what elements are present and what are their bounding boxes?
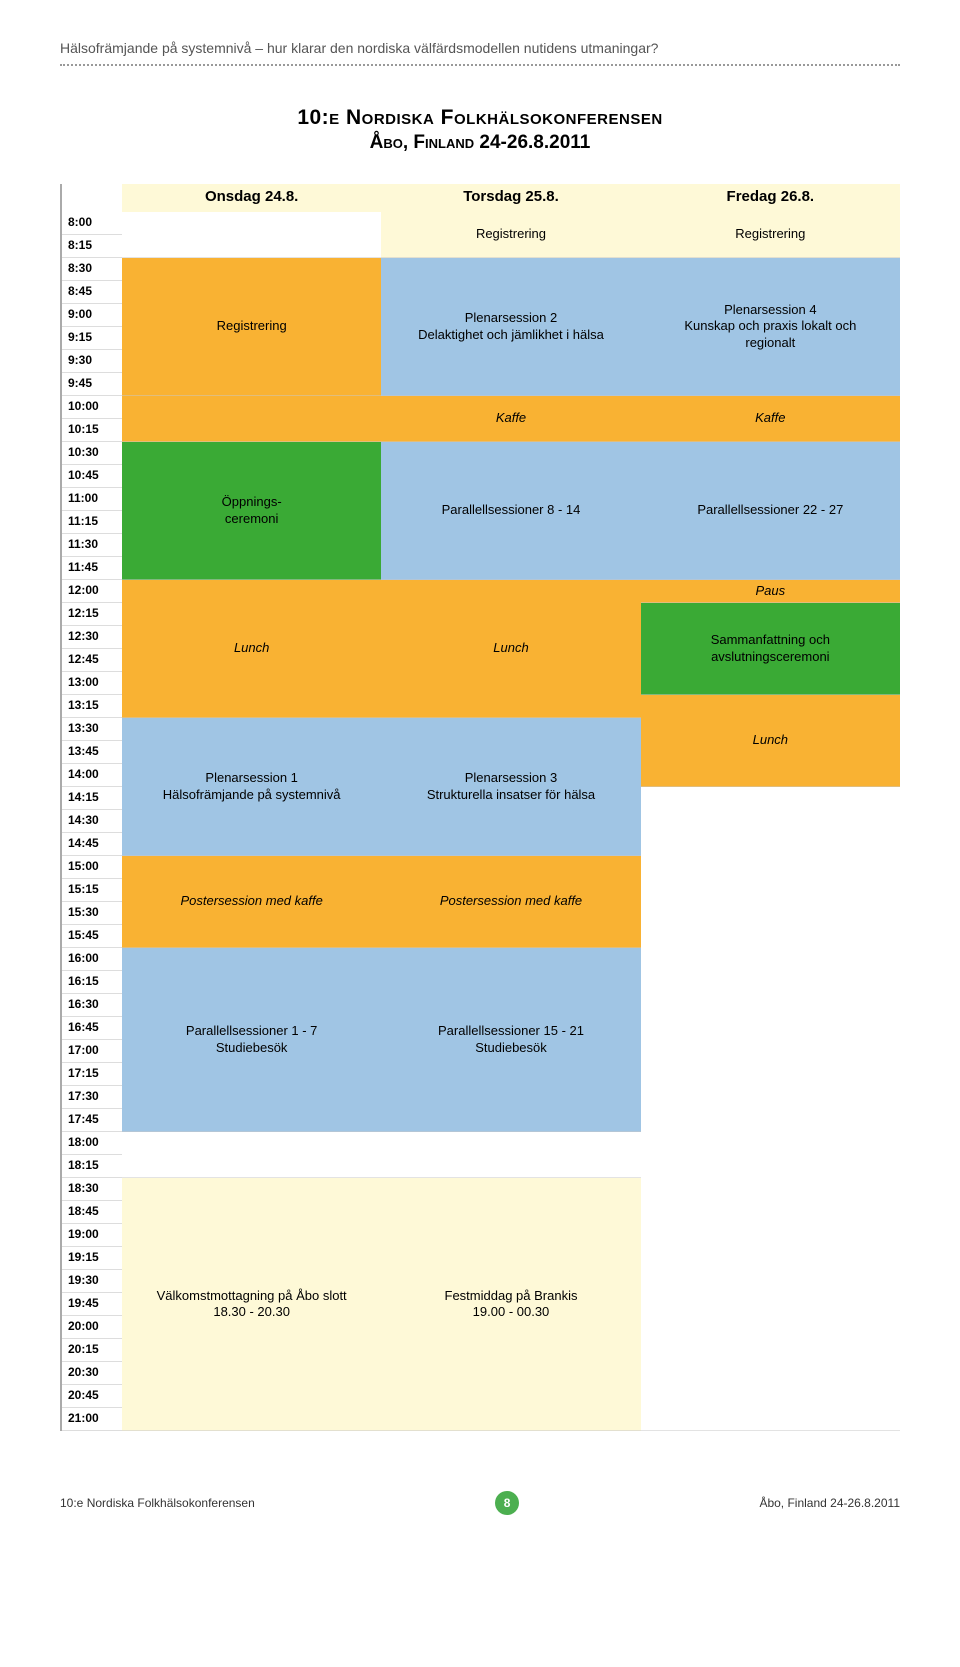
time-column: 8:008:158:308:459:009:159:309:4510:0010:… [62, 184, 122, 1431]
time-label: 18:15 [62, 1155, 122, 1178]
day-col-fri: Fredag 26.8. RegistreringPlenarsession 4… [641, 184, 900, 1431]
day-col-thu: Torsdag 25.8. RegistreringPlenarsession … [381, 184, 640, 1431]
time-label: 13:30 [62, 718, 122, 741]
time-label: 18:45 [62, 1201, 122, 1224]
time-label: 16:30 [62, 994, 122, 1017]
time-label: 17:15 [62, 1063, 122, 1086]
time-label: 8:00 [62, 212, 122, 235]
time-label: 15:00 [62, 856, 122, 879]
time-label: 11:30 [62, 534, 122, 557]
time-label: 9:30 [62, 350, 122, 373]
time-label: 10:45 [62, 465, 122, 488]
time-label: 17:30 [62, 1086, 122, 1109]
time-label: 14:00 [62, 764, 122, 787]
time-label: 18:30 [62, 1178, 122, 1201]
schedule-slot: Kaffe [381, 396, 640, 442]
day-header-thu: Torsdag 25.8. [381, 184, 640, 212]
schedule-slot: Lunch [122, 580, 381, 718]
time-label: 13:45 [62, 741, 122, 764]
schedule-slot: Paus [641, 580, 900, 603]
day-header-fri: Fredag 26.8. [641, 184, 900, 212]
schedule-slot: Festmiddag på Brankis19.00 - 00.30 [381, 1178, 640, 1431]
time-label: 14:45 [62, 833, 122, 856]
time-label: 12:45 [62, 649, 122, 672]
time-label: 19:30 [62, 1270, 122, 1293]
schedule-slot: Välkomstmottagning på Åbo slott18.30 - 2… [122, 1178, 381, 1431]
time-label: 15:15 [62, 879, 122, 902]
schedule-table: 8:008:158:308:459:009:159:309:4510:0010:… [60, 184, 900, 1431]
page-footer: 10:e Nordiska Folkhälsokonferensen 8 Åbo… [60, 1491, 900, 1515]
schedule-slot: Registrering [641, 212, 900, 258]
time-label: 9:00 [62, 304, 122, 327]
time-label: 19:45 [62, 1293, 122, 1316]
schedule-slot: Lunch [381, 580, 640, 718]
time-label: 20:30 [62, 1362, 122, 1385]
schedule-slot: Parallellsessioner 15 - 21Studiebesök [381, 948, 640, 1132]
time-label: 20:15 [62, 1339, 122, 1362]
time-label: 20:45 [62, 1385, 122, 1408]
schedule-slot: Plenarsession 1Hälsofrämjande på systemn… [122, 718, 381, 856]
page-number: 8 [495, 1491, 519, 1515]
time-label: 10:15 [62, 419, 122, 442]
schedule-slot [122, 396, 381, 442]
day-col-wed: Onsdag 24.8. Registrering Öppnings-ceremo… [122, 184, 381, 1431]
schedule-slot [641, 787, 900, 1431]
time-label: 19:15 [62, 1247, 122, 1270]
time-label: 8:30 [62, 258, 122, 281]
time-label: 12:15 [62, 603, 122, 626]
schedule-slot: Postersession med kaffe [381, 856, 640, 948]
schedule-slot: Plenarsession 2Delaktighet och jämlikhet… [381, 258, 640, 396]
time-label: 13:00 [62, 672, 122, 695]
time-label: 8:15 [62, 235, 122, 258]
schedule-slot: Öppnings-ceremoni [122, 442, 381, 580]
time-label: 14:15 [62, 787, 122, 810]
schedule-slot: Sammanfattning ochavslutningsceremoni [641, 603, 900, 695]
time-label: 17:00 [62, 1040, 122, 1063]
day-header-wed: Onsdag 24.8. [122, 184, 381, 212]
schedule-slot: Lunch [641, 695, 900, 787]
footer-right: Åbo, Finland 24-26.8.2011 [759, 1496, 900, 1510]
schedule-slot: Plenarsession 4Kunskap och praxis lokalt… [641, 258, 900, 396]
time-label: 12:30 [62, 626, 122, 649]
time-label: 16:00 [62, 948, 122, 971]
time-label: 19:00 [62, 1224, 122, 1247]
time-label: 10:00 [62, 396, 122, 419]
time-label: 10:30 [62, 442, 122, 465]
time-label: 12:00 [62, 580, 122, 603]
time-label: 13:15 [62, 695, 122, 718]
schedule-slot [122, 1132, 381, 1178]
time-label: 17:45 [62, 1109, 122, 1132]
time-label: 8:45 [62, 281, 122, 304]
page-header: Hälsofrämjande på systemnivå – hur klara… [60, 40, 900, 66]
schedule-slot: Registrering [122, 258, 381, 396]
schedule-slot: Parallellsessioner 8 - 14 [381, 442, 640, 580]
schedule-slot: Parallellsessioner 1 - 7Studiebesök [122, 948, 381, 1132]
schedule-slot [122, 212, 381, 258]
schedule-slot: Parallellsessioner 22 - 27 [641, 442, 900, 580]
time-label: 11:15 [62, 511, 122, 534]
time-label: 9:45 [62, 373, 122, 396]
schedule-slot: Plenarsession 3Strukturella insatser för… [381, 718, 640, 856]
time-label: 20:00 [62, 1316, 122, 1339]
time-label: 11:45 [62, 557, 122, 580]
time-label: 18:00 [62, 1132, 122, 1155]
time-label: 11:00 [62, 488, 122, 511]
time-label: 15:45 [62, 925, 122, 948]
time-label: 9:15 [62, 327, 122, 350]
time-label: 21:00 [62, 1408, 122, 1431]
time-label: 14:30 [62, 810, 122, 833]
time-label: 15:30 [62, 902, 122, 925]
conference-subtitle: Åbo, Finland 24-26.8.2011 [60, 132, 900, 154]
time-label: 16:45 [62, 1017, 122, 1040]
footer-left: 10:e Nordiska Folkhälsokonferensen [60, 1496, 255, 1510]
schedule-slot: Kaffe [641, 396, 900, 442]
time-label: 16:15 [62, 971, 122, 994]
schedule-slot [381, 1132, 640, 1178]
schedule-slot: Postersession med kaffe [122, 856, 381, 948]
schedule-slot: Registrering [381, 212, 640, 258]
conference-title: 10:e Nordiska Folkhälsokonferensen [60, 106, 900, 130]
